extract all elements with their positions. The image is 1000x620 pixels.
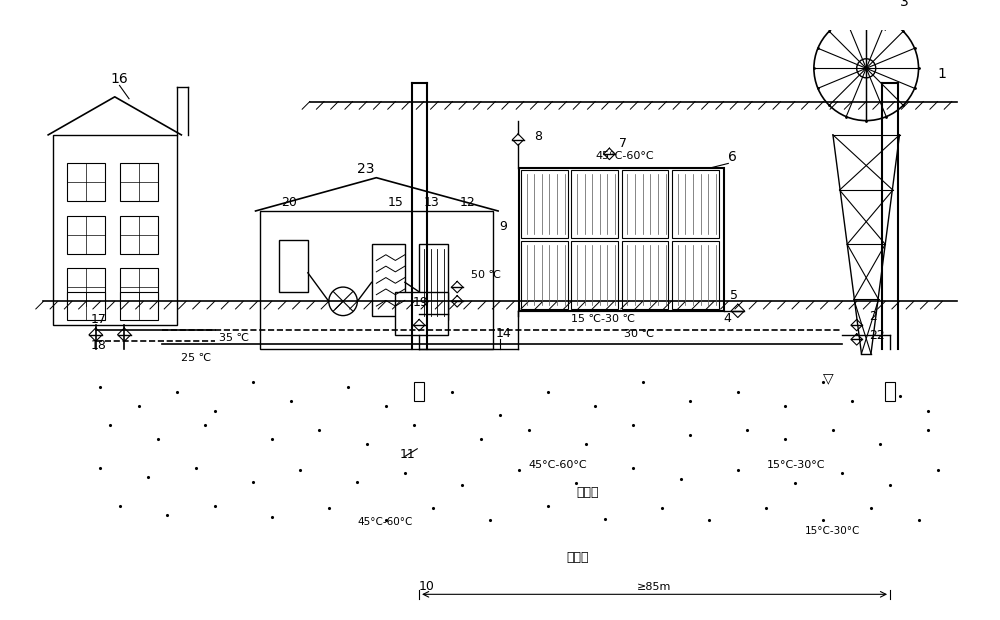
- Text: 7: 7: [619, 137, 627, 150]
- Text: 15°C-30°C: 15°C-30°C: [804, 526, 860, 536]
- Text: 10: 10: [419, 580, 435, 593]
- Text: 16: 16: [111, 71, 128, 86]
- Text: 35 ℃: 35 ℃: [219, 334, 249, 343]
- Text: 13: 13: [424, 196, 440, 209]
- Bar: [67, 268, 105, 306]
- Bar: [260, 211, 493, 349]
- Text: 9: 9: [500, 220, 508, 233]
- Bar: [120, 164, 158, 202]
- Text: 4: 4: [724, 312, 731, 326]
- Bar: [120, 268, 158, 306]
- Text: ≥85m: ≥85m: [637, 582, 671, 591]
- Text: 19: 19: [412, 296, 428, 309]
- Text: 45°C-60°C: 45°C-60°C: [357, 517, 413, 527]
- Circle shape: [857, 59, 876, 78]
- Bar: [120, 216, 158, 254]
- Bar: [622, 241, 668, 309]
- Text: 15 ℃-30 ℃: 15 ℃-30 ℃: [571, 314, 635, 324]
- Text: 12: 12: [460, 196, 476, 209]
- Text: 23: 23: [357, 162, 375, 176]
- Bar: [519, 168, 724, 311]
- Bar: [521, 170, 568, 237]
- Bar: [571, 170, 618, 237]
- Bar: [419, 244, 448, 321]
- Bar: [414, 382, 424, 401]
- Text: 1: 1: [938, 67, 946, 81]
- Bar: [120, 292, 158, 321]
- Text: 6: 6: [728, 149, 737, 164]
- Bar: [571, 241, 618, 309]
- Text: 15°C-30°C: 15°C-30°C: [766, 460, 825, 470]
- Text: 含水层: 含水层: [576, 486, 599, 499]
- Bar: [672, 170, 719, 237]
- Bar: [521, 241, 568, 309]
- Text: ▽: ▽: [823, 371, 834, 385]
- Bar: [67, 216, 105, 254]
- Text: 25 ℃: 25 ℃: [181, 353, 211, 363]
- Bar: [67, 292, 105, 321]
- Bar: [885, 382, 895, 401]
- Bar: [672, 241, 719, 309]
- Text: 15: 15: [388, 196, 404, 209]
- Bar: [622, 170, 668, 237]
- Circle shape: [814, 16, 919, 121]
- Text: 11: 11: [400, 448, 416, 461]
- Text: 3: 3: [900, 0, 908, 9]
- Text: 隔水层: 隔水层: [567, 551, 589, 564]
- Bar: [67, 164, 105, 202]
- Text: 45°C-60°C: 45°C-60°C: [595, 151, 654, 161]
- Text: 20: 20: [281, 196, 297, 209]
- Bar: [372, 244, 405, 316]
- Text: 5: 5: [730, 290, 738, 303]
- Text: 14: 14: [495, 327, 511, 340]
- Bar: [395, 292, 448, 335]
- Text: 8: 8: [534, 130, 542, 143]
- Bar: [279, 239, 308, 292]
- Text: 45°C-60°C: 45°C-60°C: [529, 460, 587, 470]
- Bar: [53, 135, 177, 325]
- Text: 22: 22: [869, 329, 885, 342]
- Circle shape: [329, 287, 357, 316]
- Text: 2: 2: [869, 311, 877, 324]
- Text: 18: 18: [91, 339, 107, 352]
- Text: 50 ℃: 50 ℃: [471, 270, 501, 280]
- Text: 30 ℃: 30 ℃: [624, 329, 654, 339]
- Text: 17: 17: [91, 313, 107, 326]
